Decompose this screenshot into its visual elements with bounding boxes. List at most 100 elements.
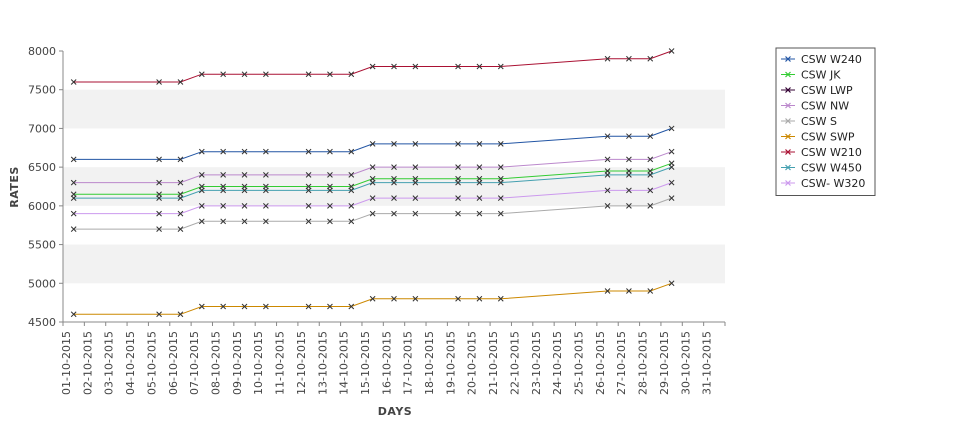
- data-point: [198, 303, 205, 310]
- legend-label: CSW LWP: [801, 84, 853, 97]
- x-tick-label: 29-10-2015: [658, 331, 671, 395]
- series-csw-w450: [70, 164, 675, 201]
- x-tick-label: 07-10-2015: [188, 331, 201, 395]
- legend: CSW W240 CSW JK CSW LWP CSW NW CSW S CSW SWP C…: [775, 47, 876, 196]
- data-point: [70, 79, 77, 85]
- x-tick-label: 03-10-2015: [103, 331, 116, 395]
- y-tick-label: 7000: [28, 122, 56, 135]
- legend-swatch-marker: [785, 87, 791, 93]
- data-point: [220, 218, 227, 225]
- data-point: [198, 203, 205, 209]
- x-tick-label: 05-10-2015: [145, 331, 158, 395]
- y-tick-label: 8000: [28, 45, 56, 58]
- x-tick-label: 23-10-2015: [530, 331, 543, 395]
- x-tick-label: 04-10-2015: [124, 331, 137, 395]
- data-point: [369, 195, 376, 201]
- data-point: [647, 55, 654, 62]
- data-point: [177, 79, 184, 85]
- data-point: [369, 63, 376, 70]
- x-tick-label: 21-10-2015: [487, 331, 500, 395]
- y-tick-label: 5000: [28, 277, 56, 290]
- data-point: [305, 187, 312, 194]
- data-point: [241, 203, 248, 209]
- x-tick-label: 09-10-2015: [231, 331, 244, 395]
- data-point: [412, 179, 419, 186]
- data-point: [647, 172, 654, 178]
- data-point: [198, 187, 205, 194]
- x-tick-label: 14-10-2015: [338, 331, 351, 395]
- data-point: [220, 71, 227, 78]
- legend-swatch-marker: [785, 56, 791, 62]
- data-point: [177, 226, 184, 232]
- data-point: [647, 203, 654, 209]
- series-line: [73, 50, 672, 83]
- data-point: [348, 218, 355, 225]
- data-point: [369, 295, 376, 302]
- data-point: [412, 295, 419, 302]
- x-tick-label: 19-10-2015: [444, 331, 457, 395]
- data-point: [604, 288, 611, 294]
- series-csw-w210: [70, 48, 675, 85]
- data-point: [668, 148, 675, 155]
- data-point: [198, 148, 205, 155]
- legend-box: [775, 47, 876, 196]
- data-point: [220, 303, 227, 310]
- data-point: [604, 203, 611, 209]
- data-point: [668, 280, 675, 287]
- grid-bands: [63, 89, 725, 284]
- data-point: [476, 164, 483, 170]
- x-tick-label: 22-10-2015: [508, 331, 521, 395]
- series-line: [73, 282, 672, 315]
- data-point: [348, 148, 355, 155]
- data-point: [391, 179, 397, 186]
- data-point: [177, 195, 184, 201]
- data-point: [412, 164, 419, 170]
- legend-swatch-marker: [785, 102, 791, 109]
- data-point: [241, 187, 248, 194]
- legend-label: CSW S: [801, 115, 837, 128]
- series-line: [73, 151, 672, 184]
- grid-band: [63, 89, 725, 129]
- data-point: [348, 203, 355, 209]
- x-tick-label: 31-10-2015: [701, 331, 714, 395]
- x-tick-label: 13-10-2015: [316, 331, 329, 395]
- series-layer: [70, 48, 675, 318]
- data-point: [177, 311, 184, 318]
- x-tick-label: 26-10-2015: [594, 331, 607, 395]
- data-point: [241, 148, 248, 155]
- legend-item: CSW LWP: [781, 84, 853, 97]
- legend-label: CSW- W320: [801, 177, 865, 190]
- x-tick-label: 12-10-2015: [295, 331, 308, 395]
- x-tick-label: 25-10-2015: [573, 331, 586, 395]
- data-point: [263, 187, 269, 194]
- data-point: [327, 303, 333, 310]
- x-tick-label: 06-10-2015: [167, 331, 180, 395]
- data-point: [455, 141, 461, 147]
- data-point: [177, 179, 184, 186]
- data-point: [497, 295, 504, 302]
- x-tick-label: 28-10-2015: [637, 331, 650, 395]
- data-point: [369, 210, 376, 217]
- data-point: [348, 187, 355, 194]
- x-tick-label: 18-10-2015: [423, 331, 436, 395]
- data-point: [263, 71, 269, 78]
- data-point: [198, 172, 205, 178]
- data-point: [668, 164, 675, 170]
- x-tick-label: 24-10-2015: [551, 331, 564, 395]
- data-point: [497, 210, 504, 217]
- data-point: [626, 172, 632, 178]
- grid-band: [63, 167, 725, 206]
- data-point: [198, 218, 205, 225]
- data-point: [156, 311, 162, 318]
- data-point: [455, 195, 461, 201]
- y-tick-label: 6000: [28, 200, 56, 213]
- y-tick-label: 5500: [28, 239, 56, 252]
- data-point: [668, 48, 675, 54]
- data-point: [327, 187, 333, 194]
- data-point: [476, 179, 483, 186]
- y-tick-label: 7500: [28, 84, 56, 97]
- data-point: [348, 303, 355, 310]
- data-point: [626, 156, 632, 163]
- data-point: [70, 210, 77, 217]
- data-point: [70, 311, 77, 318]
